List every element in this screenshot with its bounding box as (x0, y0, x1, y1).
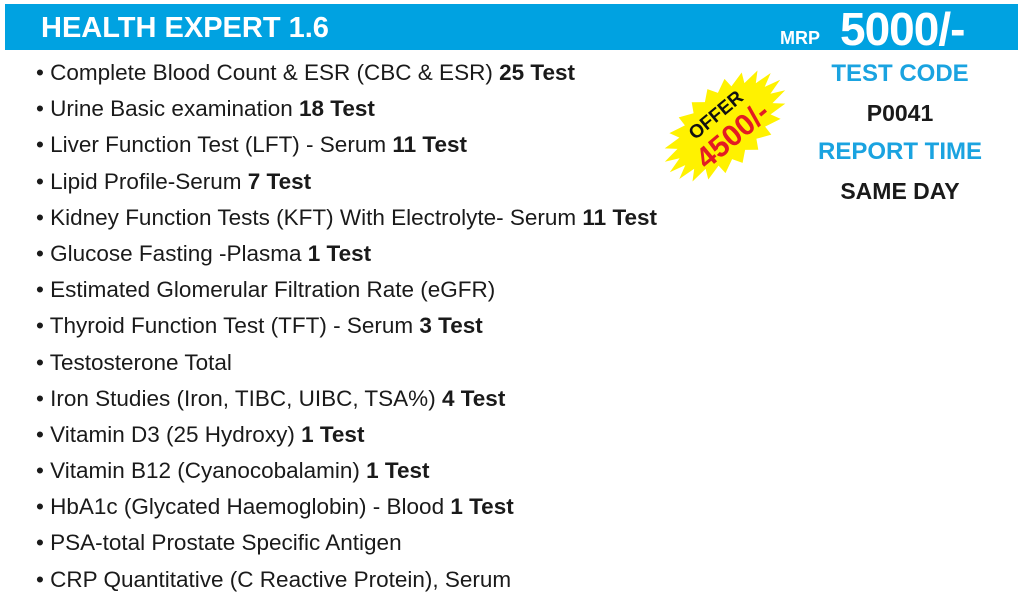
test-item: • Urine Basic examination 18 Test (36, 96, 375, 122)
starburst-shape (664, 70, 786, 182)
test-name: Complete Blood Count & ESR (CBC & ESR) (50, 60, 493, 85)
test-item: • Vitamin B12 (Cyanocobalamin) 1 Test (36, 458, 430, 484)
test-item: • Complete Blood Count & ESR (CBC & ESR)… (36, 60, 575, 85)
test-name: Glucose Fasting -Plasma (50, 240, 302, 266)
test-name: Iron Studies (Iron, TIBC, UIBC, TSA%) (50, 385, 436, 411)
test-name: CRP Quantitative (C Reactive Protein), S… (50, 566, 512, 592)
test-count: 1 Test (301, 421, 365, 447)
test-name: PSA-total Prostate Specific Antigen (50, 530, 402, 556)
test-code-value: P0041 (866, 100, 934, 126)
test-count: 1 Test (366, 458, 430, 484)
report-time-value: SAME DAY (840, 178, 960, 204)
test-name: Thyroid Function Test (TFT) - Serum (49, 313, 414, 339)
test-count: 7 Test (247, 168, 312, 194)
mrp-price: 5000/- (840, 3, 965, 55)
test-item: • Iron Studies (Iron, TIBC, UIBC, TSA%) … (36, 385, 506, 411)
test-name: Testosterone Total (49, 349, 232, 375)
test-count: 18 Test (299, 96, 375, 122)
test-item: • Liver Function Test (LFT) - Serum 11 T… (36, 132, 467, 158)
test-item: • Thyroid Function Test (TFT) - Serum 3 … (36, 313, 483, 339)
test-name: Estimated Glomerular Filtration Rate (eG… (50, 277, 496, 303)
test-item: • Kidney Function Tests (KFT) With Elect… (36, 204, 658, 230)
test-count: 3 Test (419, 313, 483, 339)
test-count: 11 Test (582, 204, 658, 230)
package-title: HEALTH EXPERT 1.6 (41, 12, 329, 44)
test-count: 1 Test (450, 494, 514, 520)
offer-badge: OFFER 4500/- (664, 70, 786, 182)
test-item: • Testosterone Total (36, 349, 232, 375)
test-item: • CRP Quantitative (C Reactive Protein),… (36, 566, 512, 592)
report-time-label: REPORT TIME (817, 138, 982, 165)
test-list: • Complete Blood Count & ESR (CBC & ESR)… (36, 58, 657, 601)
test-name: HbA1c (Glycated Haemoglobin) - Blood (50, 494, 445, 520)
test-item: • Lipid Profile-Serum 7 Test (36, 168, 312, 194)
test-name: Vitamin D3 (25 Hydroxy) (50, 421, 295, 447)
test-count: 1 Test (307, 240, 372, 266)
test-name: Urine Basic examination (50, 96, 293, 122)
mrp-label: MRP (780, 28, 820, 48)
test-item: • Estimated Glomerular Filtration Rate (… (36, 277, 496, 303)
test-item: • Glucose Fasting -Plasma 1 Test (36, 240, 372, 266)
test-item: • Vitamin D3 (25 Hydroxy) 1 Test (36, 421, 365, 447)
test-item: • HbA1c (Glycated Haemoglobin) - Blood 1… (36, 494, 514, 520)
test-item: • PSA-total Prostate Specific Antigen (36, 530, 402, 556)
test-name: Kidney Function Tests (KFT) With Electro… (50, 204, 577, 230)
test-name: Vitamin B12 (Cyanocobalamin) (50, 458, 360, 484)
header-bar: HEALTH EXPERT 1.6 MRP 5000/- (5, 3, 1018, 55)
test-count: 11 Test (392, 132, 467, 158)
test-count: 4 Test (441, 385, 506, 411)
test-name: Liver Function Test (LFT) - Serum (50, 132, 387, 158)
test-code-label: TEST CODE (831, 60, 969, 87)
test-count: 25 Test (499, 60, 575, 85)
test-name: Lipid Profile-Serum (50, 168, 242, 194)
